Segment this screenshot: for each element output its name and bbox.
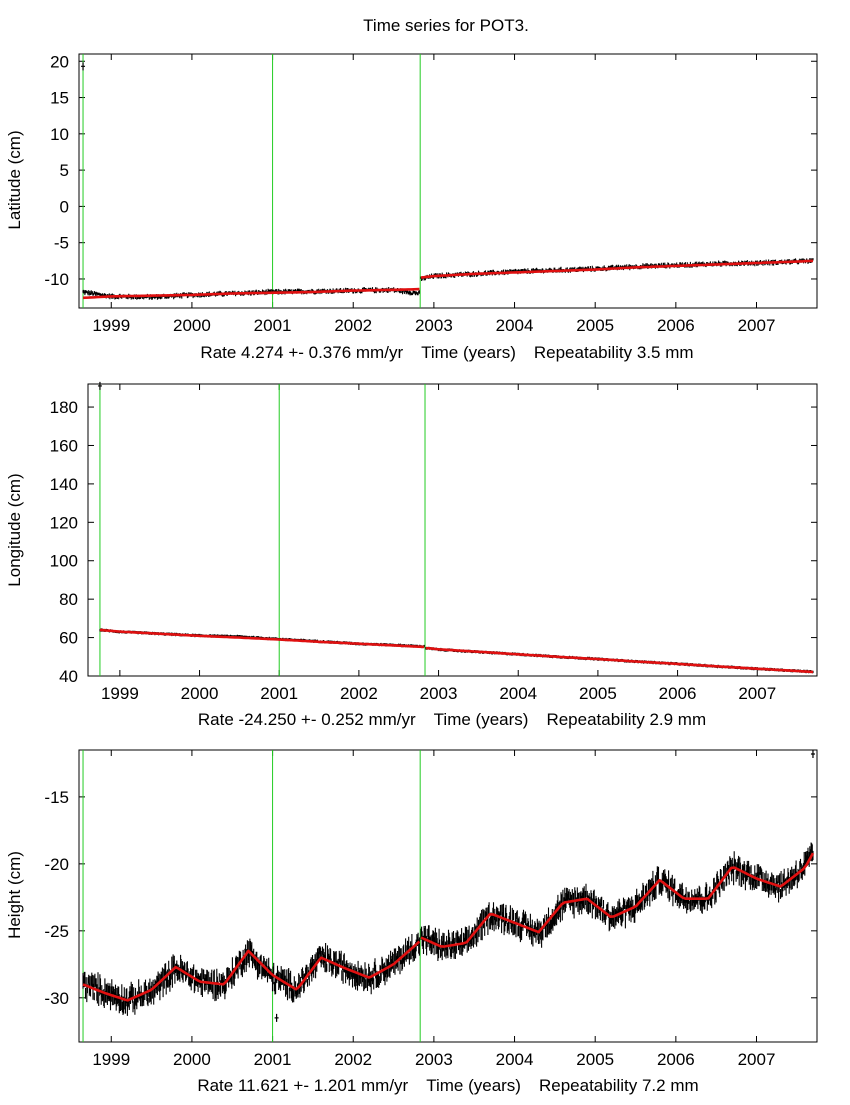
latitude-model-line: [82, 287, 420, 300]
height-plot-frame: [78, 749, 818, 1043]
latitude-xtick-label: 2002: [334, 316, 372, 335]
longitude-xlabel: Rate -24.250 +- 0.252 mm/yr Time (years) R…: [198, 710, 706, 729]
height-data-bars: [82, 932, 420, 1016]
longitude-xtick-label: 2006: [659, 684, 697, 703]
height-xtick-label: 2003: [415, 1050, 453, 1069]
latitude-xtick-label: 2000: [173, 316, 211, 335]
longitude-ytick-label: 160: [50, 436, 78, 455]
height-outlier-point: [274, 1013, 279, 1022]
latitude-panel: Latitude (cm) Rate 4.274 +- 0.376 mm/yr T…: [5, 52, 818, 362]
longitude-ytick-label: 100: [50, 552, 78, 571]
latitude-repeatability-label: Repeatability 3.5 mm: [534, 343, 694, 362]
longitude-ytick-label: 80: [59, 590, 78, 609]
height-xtick-label: 2001: [254, 1050, 292, 1069]
latitude-xtick-label: 1999: [92, 316, 130, 335]
latitude-ytick-label: 10: [50, 125, 69, 144]
latitude-ytick-label: -5: [54, 234, 69, 253]
longitude-panel: Longitude (cm) Rate -24.250 +- 0.252 mm/…: [5, 381, 818, 729]
latitude-ytick-label: 20: [50, 52, 69, 71]
longitude-xtick-label: 2003: [420, 684, 458, 703]
latitude-model-line: [420, 259, 814, 279]
latitude-ytick-label: 0: [60, 197, 69, 216]
height-model-line: [420, 852, 815, 948]
longitude-model-line: [99, 628, 425, 649]
height-xtick-label: 1999: [92, 1050, 130, 1069]
height-ytick-label: -25: [44, 922, 69, 941]
longitude-model-line: [425, 646, 814, 674]
height-xtick-label: 2006: [657, 1050, 695, 1069]
height-model-line: [82, 940, 421, 1002]
longitude-xtick-label: 1999: [101, 684, 139, 703]
longitude-xtick-label: 2007: [738, 684, 776, 703]
height-xtick-label: 2004: [496, 1050, 534, 1069]
height-rate-label: Rate 11.621 +- 1.201 mm/yr: [197, 1076, 408, 1095]
longitude-ytick-label: 140: [50, 475, 78, 494]
page-title: Time series for POT3.: [363, 16, 529, 35]
latitude-xtick-label: 2001: [254, 316, 292, 335]
height-xtick-label: 2007: [738, 1050, 776, 1069]
longitude-xtick-label: 2000: [181, 684, 219, 703]
longitude-plot-frame: [87, 383, 818, 677]
height-xtick-label: 2002: [334, 1050, 372, 1069]
height-panel: Height (cm) Rate 11.621 +- 1.201 mm/yr Ti…: [5, 749, 818, 1095]
latitude-xtick-label: 2006: [657, 316, 695, 335]
longitude-xtick-label: 2002: [340, 684, 378, 703]
height-data-series: [82, 842, 814, 1016]
longitude-outlier-point: [97, 381, 102, 390]
height-xlabel: Rate 11.621 +- 1.201 mm/yr Time (years) Re…: [197, 1076, 698, 1095]
height-ylabel: Height (cm): [5, 851, 24, 939]
latitude-time-label: Time (years): [421, 343, 516, 362]
height-xtick-label: 2005: [576, 1050, 614, 1069]
latitude-xtick-label: 2005: [576, 316, 614, 335]
latitude-xtick-label: 2007: [738, 316, 776, 335]
longitude-xtick-label: 2001: [260, 684, 298, 703]
longitude-ytick-label: 60: [59, 629, 78, 648]
height-ytick-label: -20: [44, 855, 69, 874]
latitude-rate-label: Rate 4.274 +- 0.376 mm/yr: [200, 343, 403, 362]
latitude-ytick-label: 15: [50, 89, 69, 108]
longitude-ylabel: Longitude (cm): [5, 473, 24, 586]
latitude-ytick-label: 5: [60, 161, 69, 180]
longitude-xtick-label: 2004: [499, 684, 537, 703]
height-ytick-label: -30: [44, 989, 69, 1008]
height-xtick-label: 2000: [173, 1050, 211, 1069]
height-data-bars: [420, 842, 814, 961]
height-repeatability-label: Repeatability 7.2 mm: [539, 1076, 699, 1095]
latitude-ylabel: Latitude (cm): [5, 130, 24, 229]
longitude-xtick-label: 2005: [579, 684, 617, 703]
latitude-xtick-label: 2004: [496, 316, 534, 335]
height-time-label: Time (years): [426, 1076, 521, 1095]
longitude-rate-label: Rate -24.250 +- 0.252 mm/yr: [198, 710, 416, 729]
latitude-plot-frame: [78, 53, 818, 309]
height-ytick-label: -15: [44, 788, 69, 807]
latitude-xtick-label: 2003: [415, 316, 453, 335]
longitude-ytick-label: 40: [59, 667, 78, 686]
height-outlier-point: [810, 750, 815, 759]
latitude-outlier-point: [81, 62, 86, 71]
longitude-ytick-label: 120: [50, 513, 78, 532]
longitude-ytick-label: 180: [50, 398, 78, 417]
longitude-time-label: Time (years): [434, 710, 529, 729]
latitude-ytick-label: -10: [44, 270, 69, 289]
latitude-xlabel: Rate 4.274 +- 0.376 mm/yr Time (years) Rep…: [200, 343, 693, 362]
longitude-repeatability-label: Repeatability 2.9 mm: [546, 710, 706, 729]
